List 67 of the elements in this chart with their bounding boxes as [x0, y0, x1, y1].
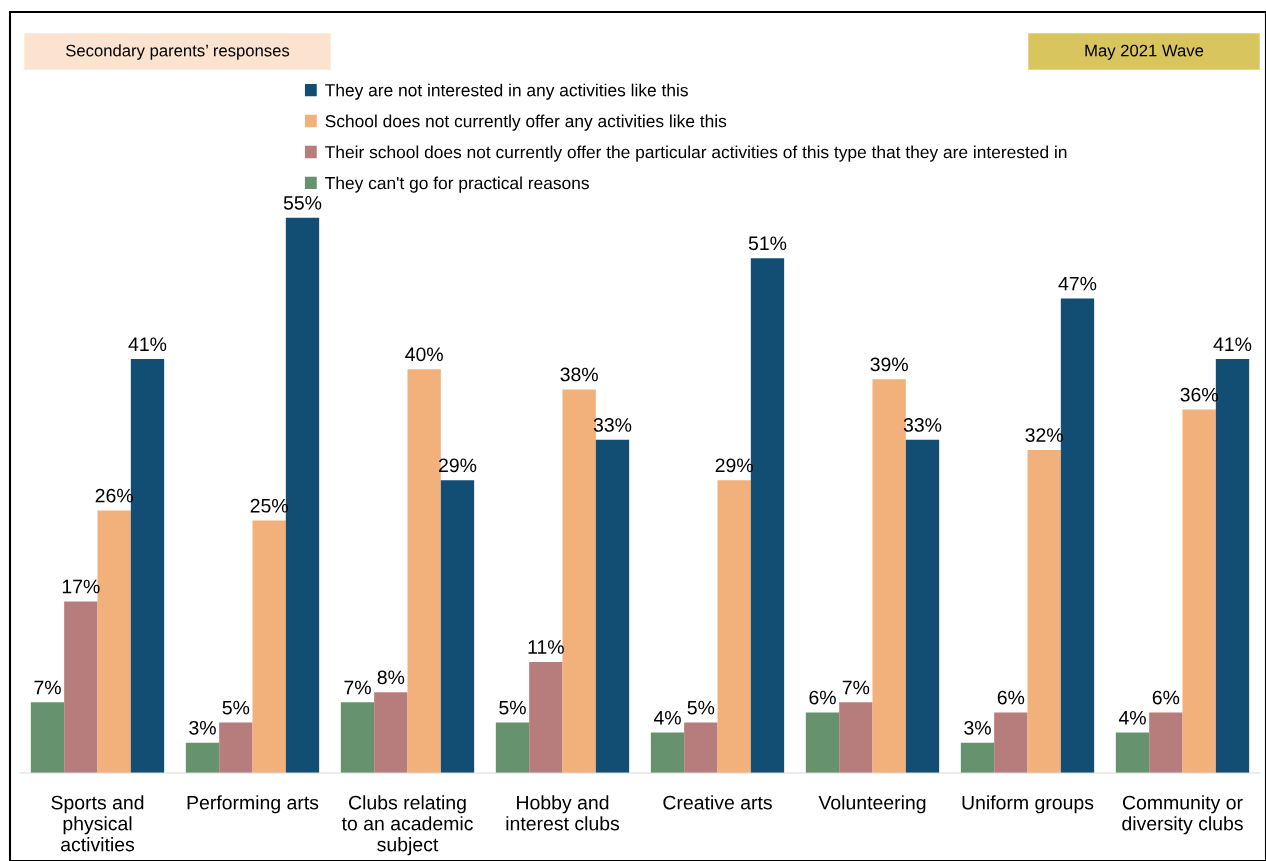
data-label: 8%: [377, 670, 405, 685]
bar: [595, 439, 630, 773]
bar: [905, 439, 940, 773]
data-label: 33%: [903, 418, 942, 432]
data-label: 33%: [593, 418, 632, 432]
bar: [374, 692, 408, 773]
legend-label: They are not interested in any activities like this: [325, 83, 688, 100]
data-label: 5%: [499, 700, 526, 715]
bar: [252, 520, 286, 773]
x-tick-label: Uniform groups: [962, 795, 1094, 814]
bar: [650, 732, 685, 773]
bar: [717, 480, 751, 773]
data-label: 29%: [439, 458, 477, 473]
data-label: 7%: [842, 680, 870, 695]
x-tick-label: Hobby and interest clubs: [506, 795, 620, 831]
bar: [960, 742, 995, 773]
bar: [1027, 449, 1061, 773]
data-label: 17%: [62, 579, 100, 594]
data-label: 41%: [128, 337, 167, 352]
bar: [407, 369, 441, 773]
text: May 2021 Wave: [1085, 44, 1204, 60]
bar: [562, 389, 596, 773]
bar: [219, 722, 253, 773]
bar: [30, 702, 65, 773]
data-label: 4%: [653, 710, 681, 725]
legend-label: School does not currently offer any activities like this: [325, 114, 727, 131]
data-label: 6%: [997, 690, 1025, 705]
legend-label: They can't go for practical reasons: [325, 176, 589, 193]
data-label: 3%: [964, 720, 991, 735]
bar: [1149, 712, 1183, 773]
data-label: 51%: [748, 236, 787, 251]
data-label: 47%: [1058, 276, 1097, 291]
data-label: 4%: [1118, 710, 1146, 725]
data-label: 5%: [222, 700, 250, 715]
bar: [529, 661, 563, 773]
bar: [440, 480, 475, 773]
data-label: 41%: [1213, 337, 1252, 352]
bar: [340, 702, 375, 773]
data-label: 6%: [809, 690, 836, 705]
data-label: 11%: [528, 640, 564, 654]
bar: [1182, 409, 1216, 773]
x-tick-label: Clubs relating to an academic subject: [341, 795, 473, 856]
data-label: 3%: [189, 720, 216, 735]
bar: [994, 712, 1028, 773]
x-tick-label: Performing arts: [187, 795, 319, 814]
bar: [684, 722, 718, 773]
x-tick-label: Creative arts: [663, 795, 772, 810]
data-label: 7%: [344, 680, 371, 695]
x-tick-label: Community or diversity clubs: [1122, 795, 1243, 835]
x-tick-label: Volunteering: [818, 795, 926, 814]
data-label: 6%: [1152, 690, 1180, 705]
bar: [64, 601, 98, 773]
data-label: 40%: [405, 347, 443, 362]
text: Secondary parents’ responses: [66, 44, 290, 60]
bar: [185, 742, 220, 773]
bar: [1115, 732, 1150, 773]
x-tick-label: Sports and physical activities: [51, 795, 144, 852]
data-label: 55%: [283, 196, 322, 210]
bar: [872, 379, 906, 773]
bar: [805, 712, 840, 773]
data-label: 7%: [34, 680, 61, 695]
bar: [839, 702, 873, 773]
bar: [495, 722, 530, 773]
data-label: 39%: [870, 357, 908, 372]
legend-label: Their school does not currently offer the particular activities of this type that they are interested in: [325, 145, 1067, 162]
data-label: 5%: [687, 700, 715, 715]
data-label: 38%: [560, 367, 598, 382]
